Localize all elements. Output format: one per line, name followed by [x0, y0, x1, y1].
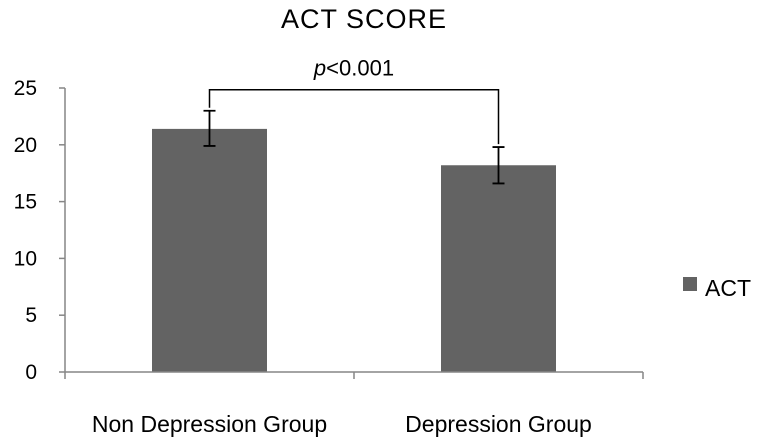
p-value-threshold: <0.001	[326, 56, 394, 81]
significance-bracket	[208, 88, 500, 145]
chart-title: ACT SCORE	[281, 4, 447, 34]
y-tick-label: 0	[25, 361, 37, 384]
y-tick-label: 15	[14, 191, 37, 214]
y-tick-label: 25	[14, 77, 37, 100]
bars	[152, 128, 556, 372]
y-tick-label: 10	[14, 247, 37, 270]
y-tick-label: 5	[25, 304, 37, 327]
y-axis: 0 5 10 15 20 25	[14, 77, 66, 384]
error-bar	[492, 146, 505, 185]
p-value-label: p<0.001	[313, 56, 394, 81]
legend: ACT	[683, 275, 751, 301]
error-bar	[203, 109, 216, 147]
bar	[152, 128, 267, 372]
error-bars	[203, 109, 505, 185]
y-tick-label: 20	[14, 134, 37, 157]
bar	[441, 165, 556, 372]
legend-label-act: ACT	[705, 275, 751, 301]
x-category-label: Depression Group	[405, 411, 592, 437]
p-value-symbol: p	[313, 56, 326, 81]
x-category-label: Non Depression Group	[92, 411, 327, 437]
significance-annotation: p<0.001	[208, 56, 500, 145]
legend-swatch-act	[683, 277, 697, 291]
x-axis: Non Depression Group Depression Group	[64, 371, 644, 437]
